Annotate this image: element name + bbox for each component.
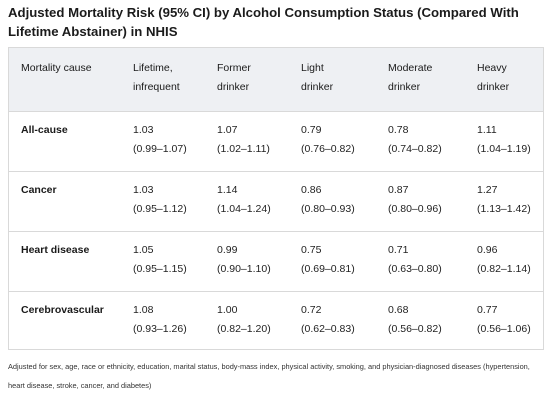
row-label: Cerebrovascular [21, 303, 104, 316]
column-header-moderate-drinker: Moderate drinker [376, 48, 465, 112]
estimate-value: 0.75 [301, 243, 322, 256]
estimate-value: 1.14 [217, 183, 238, 196]
table-cell: 0.87 (0.80–0.96) [376, 171, 465, 232]
table-cell: 0.68 (0.56–0.82) [376, 291, 465, 351]
estimate-value: 1.03 [133, 183, 154, 196]
table-cell: 0.78 (0.74–0.82) [376, 111, 465, 172]
column-header-lifetime-infrequent: Lifetime, infrequent [121, 48, 205, 112]
confidence-interval: (1.04–1.24) [217, 202, 271, 215]
column-header-mortality-cause: Mortality cause [9, 48, 121, 112]
estimate-value: 1.07 [217, 123, 238, 136]
confidence-interval: (0.82–1.14) [477, 262, 531, 275]
confidence-interval: (0.82–1.20) [217, 322, 271, 335]
table-cell: 0.79 (0.76–0.82) [289, 111, 376, 172]
column-header-text: drinker [477, 81, 510, 93]
estimate-value: 0.79 [301, 123, 322, 136]
estimate-value: 1.27 [477, 183, 498, 196]
column-header-light-drinker: Light drinker [289, 48, 376, 112]
column-header-text: drinker [301, 81, 334, 93]
row-label: Cancer [9, 171, 121, 232]
estimate-value: 0.77 [477, 303, 498, 316]
row-label: Heart disease [9, 231, 121, 292]
confidence-interval: (0.90–1.10) [217, 262, 271, 275]
table-cell: 0.86 (0.80–0.93) [289, 171, 376, 232]
estimate-value: 0.78 [388, 123, 409, 136]
row-label: All-cause [9, 111, 121, 172]
confidence-interval: (1.02–1.11) [217, 142, 270, 155]
column-header-text: Lifetime, [133, 62, 173, 74]
column-header-former-drinker: Former drinker [205, 48, 289, 112]
table-cell: 0.71 (0.63–0.80) [376, 231, 465, 292]
table-cell: 1.03 (0.95–1.12) [121, 171, 205, 232]
confidence-interval: (0.80–0.93) [301, 202, 355, 215]
estimate-value: 1.05 [133, 243, 154, 256]
table-cell: 1.08 (0.93–1.26) [121, 291, 205, 351]
table-cell: 1.03 (0.99–1.07) [121, 111, 205, 172]
confidence-interval: (0.74–0.82) [388, 142, 442, 155]
estimate-value: 0.87 [388, 183, 409, 196]
table-row-cancer: Cancer 1.03 (0.95–1.12) 1.14 (1.04–1.24) 0… [9, 171, 543, 232]
column-header-text: Light [301, 62, 324, 74]
estimate-value: 0.71 [388, 243, 409, 256]
column-header-text: infrequent [133, 81, 180, 93]
confidence-interval: (1.04–1.19) [477, 142, 531, 155]
table-cell: 1.14 (1.04–1.24) [205, 171, 289, 232]
estimate-value: 0.99 [217, 243, 238, 256]
table-cell: 0.77 (0.56–1.06) [465, 291, 543, 351]
estimate-value: 0.96 [477, 243, 498, 256]
table-header-row: Mortality cause Lifetime, infrequent For… [9, 48, 543, 112]
table-title: Adjusted Mortality Risk (95% CI) by Alco… [8, 5, 519, 39]
table-cell: 1.05 (0.95–1.15) [121, 231, 205, 292]
column-header-text: drinker [388, 81, 421, 93]
table-cell: 1.11 (1.04–1.19) [465, 111, 543, 172]
column-header-text: Former [217, 62, 251, 74]
confidence-interval: (0.69–0.81) [301, 262, 355, 275]
table-row-heart-disease: Heart disease 1.05 (0.95–1.15) 0.99 (0.90–… [9, 231, 543, 292]
column-header-text: Moderate [388, 62, 433, 74]
confidence-interval: (0.95–1.12) [133, 202, 187, 215]
confidence-interval: (0.56–0.82) [388, 322, 442, 335]
confidence-interval: (0.63–0.80) [388, 262, 442, 275]
table-row-all-cause: All-cause 1.03 (0.99–1.07) 1.07 (1.02–1.11… [9, 111, 543, 172]
table-cell: 0.75 (0.69–0.81) [289, 231, 376, 292]
estimate-value: 0.86 [301, 183, 322, 196]
estimate-value: 0.72 [301, 303, 322, 316]
column-header-text: Mortality cause [21, 62, 92, 74]
table-cell: 1.00 (0.82–1.20) [205, 291, 289, 351]
confidence-interval: (0.99–1.07) [133, 142, 187, 155]
table-footnote: Adjusted for sex, age, race or ethnicity… [8, 362, 530, 390]
column-header-text: drinker [217, 81, 250, 93]
confidence-interval: (0.95–1.15) [133, 262, 187, 275]
confidence-interval: (0.80–0.96) [388, 202, 442, 215]
estimate-value: 0.68 [388, 303, 409, 316]
table-cell: 1.07 (1.02–1.11) [205, 111, 289, 172]
column-header-heavy-drinker: Heavy drinker [465, 48, 543, 112]
estimate-value: 1.03 [133, 123, 154, 136]
confidence-interval: (0.62–0.83) [301, 322, 355, 335]
confidence-interval: (0.93–1.26) [133, 322, 187, 335]
table-cell: 0.72 (0.62–0.83) [289, 291, 376, 351]
column-header-text: Heavy [477, 62, 507, 74]
table-cell: 1.27 (1.13–1.42) [465, 171, 543, 232]
table-cell: 0.99 (0.90–1.10) [205, 231, 289, 292]
estimate-value: 1.11 [477, 123, 497, 136]
table-cell: 0.96 (0.82–1.14) [465, 231, 543, 292]
confidence-interval: (1.13–1.42) [477, 202, 531, 215]
estimate-value: 1.08 [133, 303, 154, 316]
confidence-interval: (0.56–1.06) [477, 322, 531, 335]
table-row-cerebrovascular: Cerebrovascular 1.08 (0.93–1.26) 1.00 (0.8… [9, 291, 543, 351]
confidence-interval: (0.76–0.82) [301, 142, 355, 155]
estimate-value: 1.00 [217, 303, 238, 316]
mortality-table: Mortality cause Lifetime, infrequent For… [8, 47, 544, 350]
